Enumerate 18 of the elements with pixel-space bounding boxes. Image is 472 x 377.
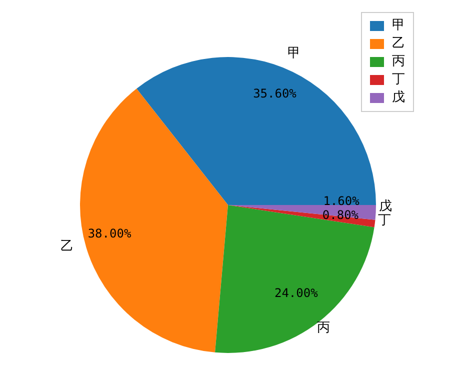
legend-label: 丙 xyxy=(392,53,405,71)
slice-label: 甲 xyxy=(288,46,301,62)
legend-label: 乙 xyxy=(392,35,405,53)
slice-label: 戊 xyxy=(379,198,392,214)
slice-label: 乙 xyxy=(60,238,74,254)
legend-label: 甲 xyxy=(392,17,405,35)
pie-slice xyxy=(228,205,376,228)
legend-label: 丁 xyxy=(392,71,405,89)
data-label: 1.60% xyxy=(323,194,360,208)
slice-label: 丁 xyxy=(378,212,392,228)
data-label: 38.00% xyxy=(88,226,132,241)
data-label: 35.60% xyxy=(253,86,298,101)
legend-label: 戊 xyxy=(392,89,405,107)
slice-label: 丙 xyxy=(317,320,330,336)
pie-slice xyxy=(80,88,228,352)
data-label: 24.00% xyxy=(274,286,319,300)
pie-slice xyxy=(136,57,376,205)
pie-slice xyxy=(215,205,374,353)
